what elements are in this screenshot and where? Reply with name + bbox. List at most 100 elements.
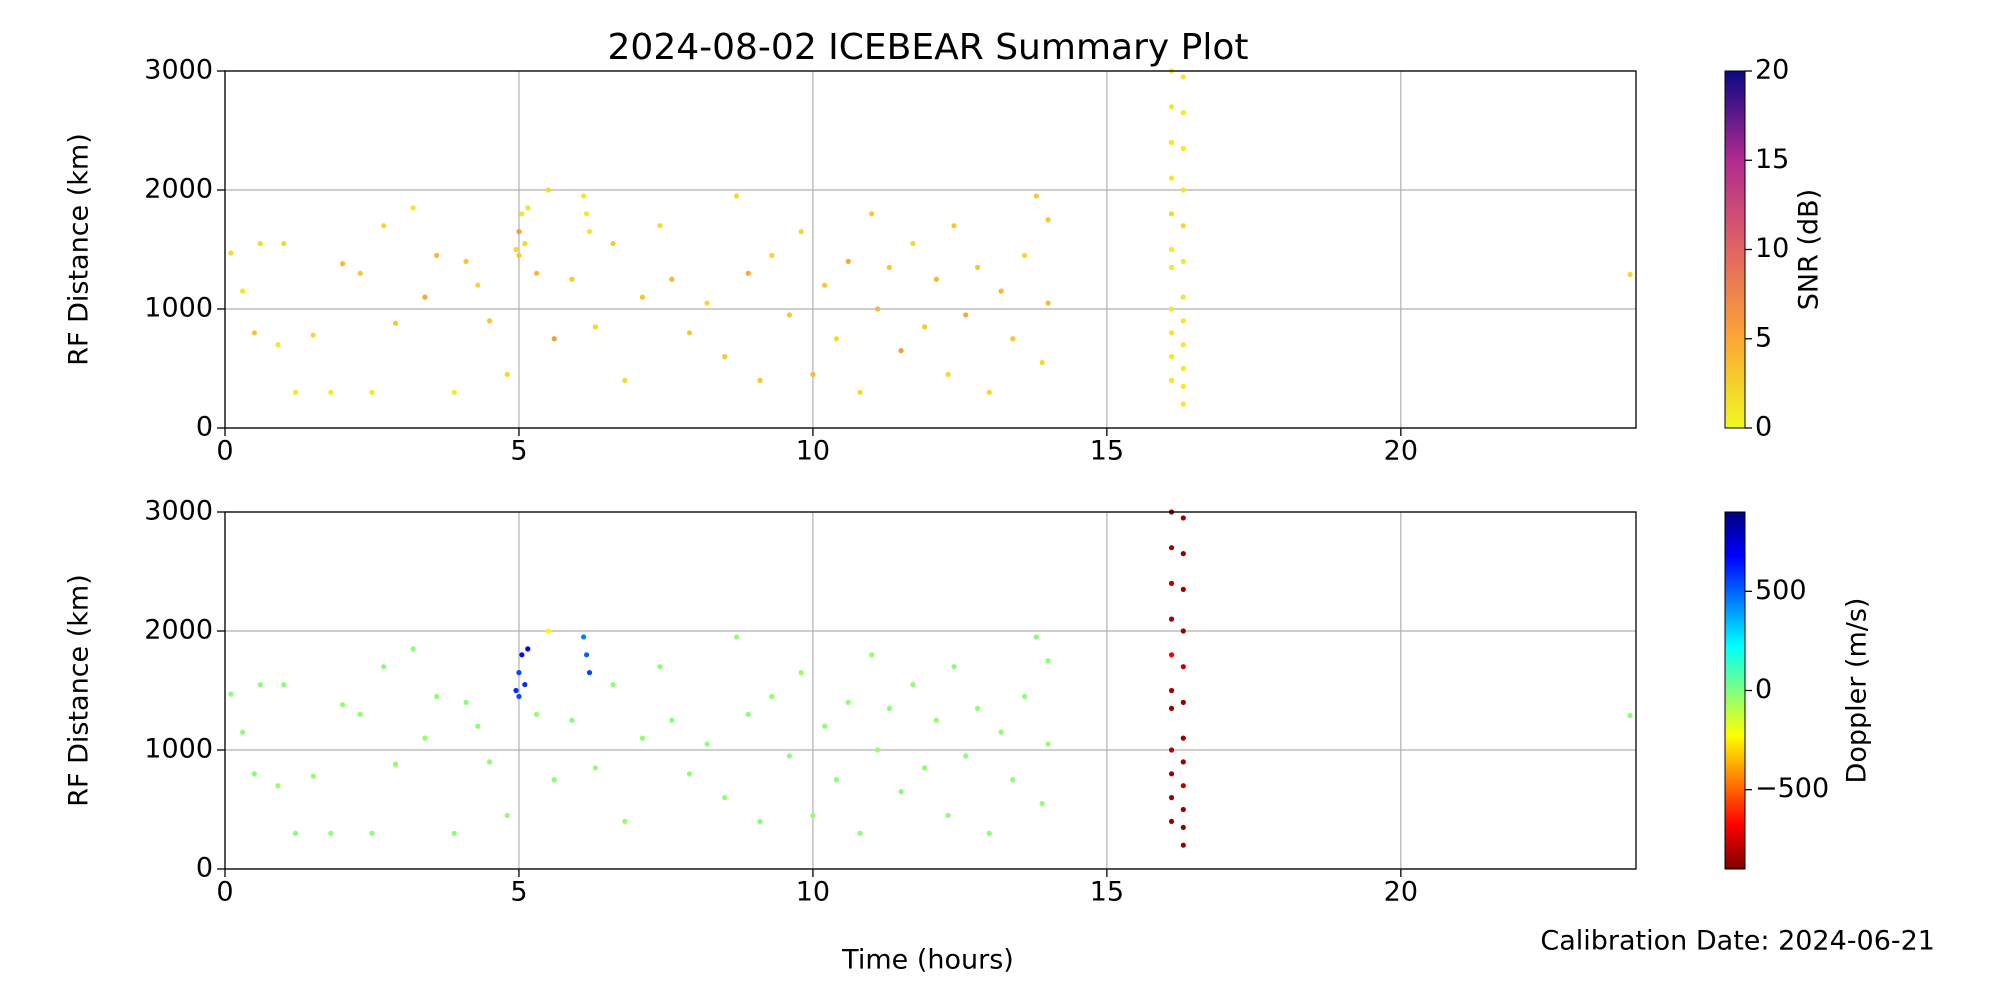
data-point bbox=[545, 187, 551, 193]
data-point bbox=[357, 711, 363, 717]
data-point bbox=[974, 264, 981, 270]
data-point bbox=[1010, 336, 1016, 342]
data-point bbox=[310, 332, 316, 338]
data-point bbox=[475, 723, 481, 729]
data-point bbox=[1168, 377, 1175, 383]
data-point bbox=[545, 628, 551, 634]
x-tick-label: 15 bbox=[1090, 436, 1124, 467]
x-tick-label: 20 bbox=[1384, 877, 1418, 908]
data-point bbox=[822, 723, 828, 729]
data-point bbox=[1168, 705, 1175, 711]
data-point bbox=[422, 294, 428, 300]
x-tick-label: 10 bbox=[796, 436, 830, 467]
y-tick-label: 2000 bbox=[144, 615, 213, 646]
data-point bbox=[292, 389, 299, 395]
data-point bbox=[1168, 211, 1175, 217]
data-point bbox=[410, 205, 416, 211]
y-tick-label: 3000 bbox=[144, 496, 213, 527]
data-point bbox=[1180, 74, 1186, 80]
data-point bbox=[1180, 110, 1186, 116]
data-point bbox=[281, 681, 287, 688]
data-point bbox=[516, 670, 522, 676]
data-point bbox=[686, 771, 693, 777]
data-point bbox=[657, 223, 663, 229]
y-tick-label: 0 bbox=[196, 853, 213, 884]
data-point bbox=[504, 371, 510, 378]
data-point bbox=[1180, 401, 1186, 407]
data-point bbox=[516, 693, 522, 700]
data-point bbox=[569, 276, 575, 282]
data-point bbox=[569, 717, 575, 723]
colorbar bbox=[1724, 70, 1746, 429]
data-point bbox=[757, 377, 763, 383]
data-point bbox=[833, 336, 840, 342]
colorbar-tick-label: 500 bbox=[1755, 575, 1807, 606]
data-point bbox=[583, 211, 590, 217]
data-point bbox=[369, 830, 375, 836]
data-point bbox=[798, 229, 804, 235]
data-point bbox=[551, 777, 557, 783]
data-point bbox=[933, 717, 939, 723]
data-point bbox=[463, 699, 469, 706]
data-point bbox=[1033, 193, 1039, 199]
data-point bbox=[369, 389, 375, 395]
data-point bbox=[434, 252, 440, 259]
data-point bbox=[669, 717, 675, 723]
data-point bbox=[704, 300, 710, 306]
data-point bbox=[610, 240, 616, 247]
data-point bbox=[798, 670, 804, 676]
data-point bbox=[1168, 104, 1175, 110]
data-point bbox=[1168, 818, 1175, 825]
data-point bbox=[757, 818, 763, 825]
data-point bbox=[886, 264, 892, 270]
data-point bbox=[1627, 712, 1633, 719]
data-point bbox=[1180, 759, 1186, 765]
x-tick-label: 0 bbox=[216, 436, 233, 467]
data-point bbox=[1180, 551, 1186, 557]
data-point bbox=[533, 270, 540, 276]
data-point bbox=[1180, 699, 1186, 706]
data-point bbox=[704, 741, 710, 747]
data-point bbox=[1021, 693, 1028, 700]
data-point bbox=[381, 664, 387, 670]
data-point bbox=[228, 691, 234, 697]
colorbar-tick-label: 0 bbox=[1755, 412, 1772, 443]
data-point bbox=[519, 652, 525, 658]
data-point bbox=[657, 664, 663, 670]
y-tick-label: 1000 bbox=[144, 734, 213, 765]
data-point bbox=[533, 711, 540, 717]
data-point bbox=[845, 699, 851, 706]
data-point bbox=[1168, 246, 1175, 253]
data-point bbox=[513, 246, 519, 253]
data-point bbox=[292, 830, 299, 836]
data-point bbox=[513, 687, 519, 694]
data-point bbox=[357, 270, 363, 276]
data-point bbox=[857, 389, 863, 395]
data-point bbox=[951, 664, 957, 670]
data-point bbox=[1180, 628, 1186, 634]
data-point bbox=[1039, 359, 1045, 366]
data-point bbox=[522, 681, 528, 688]
data-point bbox=[434, 693, 440, 700]
colorbar bbox=[1724, 511, 1746, 870]
data-point bbox=[622, 377, 628, 383]
data-point bbox=[551, 336, 557, 342]
data-point bbox=[845, 258, 851, 264]
data-point bbox=[733, 193, 740, 199]
data-point bbox=[1180, 294, 1186, 300]
data-point bbox=[522, 240, 528, 247]
data-point bbox=[1010, 777, 1016, 783]
data-point bbox=[933, 276, 939, 282]
data-point bbox=[986, 389, 992, 395]
data-point bbox=[822, 282, 828, 288]
colorbar-tick-label: 20 bbox=[1755, 55, 1789, 86]
data-point bbox=[1045, 741, 1051, 747]
data-point bbox=[986, 830, 992, 836]
data-point bbox=[525, 646, 531, 652]
data-point bbox=[1168, 747, 1175, 753]
data-point bbox=[1168, 580, 1175, 587]
data-point bbox=[1180, 145, 1186, 151]
data-point bbox=[639, 735, 646, 741]
data-point bbox=[251, 330, 257, 336]
